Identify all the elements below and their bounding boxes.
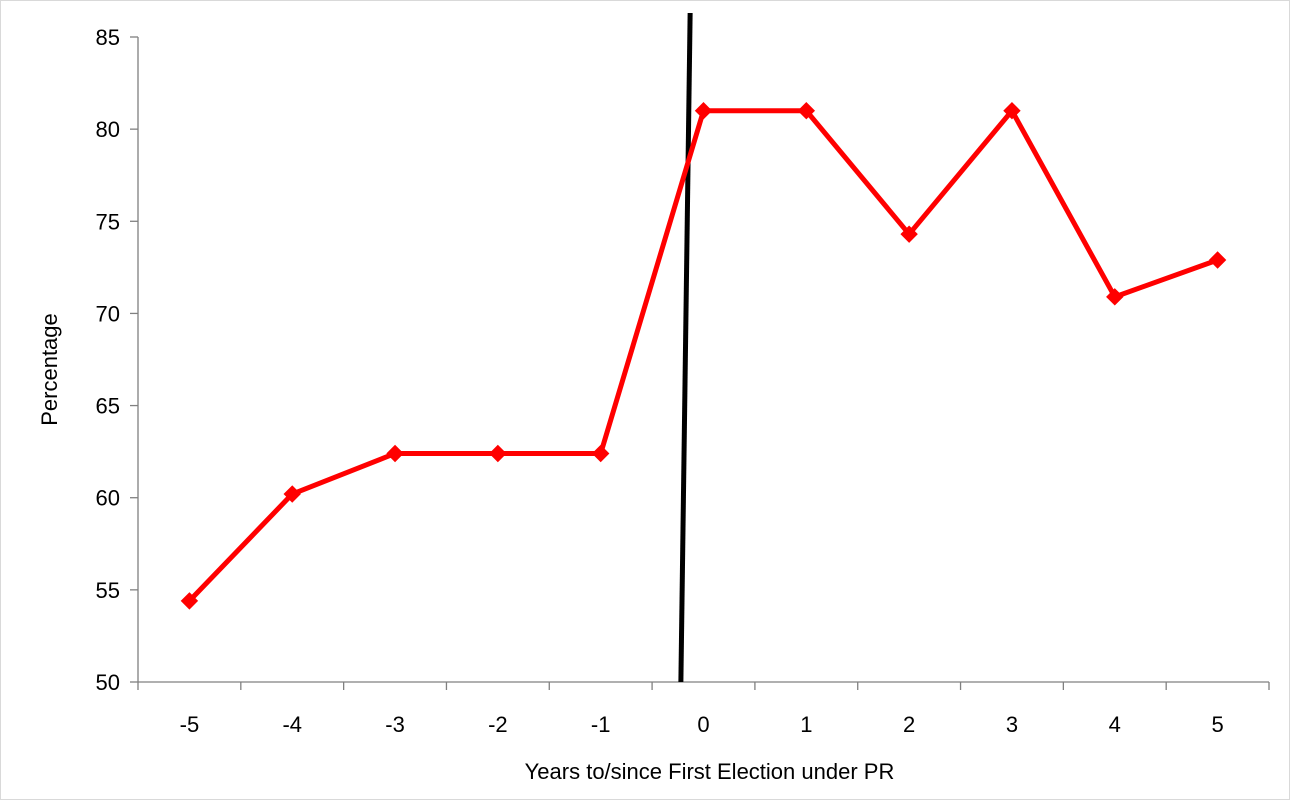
series-layer bbox=[180, 12, 1227, 683]
y-tick-label: 65 bbox=[96, 394, 120, 419]
data-point-marker bbox=[1003, 102, 1021, 120]
data-point-marker bbox=[489, 444, 507, 463]
x-tick-label: 0 bbox=[697, 712, 709, 737]
y-axis-title: Percentage bbox=[37, 313, 62, 426]
x-tick-label: -3 bbox=[385, 712, 405, 737]
data-point-marker bbox=[797, 102, 816, 120]
x-tick-label: 4 bbox=[1109, 712, 1121, 737]
reference-line bbox=[678, 12, 693, 683]
x-tick-label: -4 bbox=[282, 712, 302, 737]
data-point-marker bbox=[1208, 251, 1227, 269]
series-line bbox=[187, 108, 1219, 603]
y-tick-label: 55 bbox=[96, 578, 120, 603]
data-point-marker bbox=[1106, 288, 1124, 306]
axes: 50 55 60 65 70 75 80 85 -5 -4 -3 -2 -1 0 1 2 3 4 5 bbox=[96, 25, 1270, 737]
x-tick-label: -5 bbox=[180, 712, 200, 737]
x-tick-label: 5 bbox=[1211, 712, 1223, 737]
x-tick-label: -1 bbox=[591, 712, 611, 737]
x-tick-label: 1 bbox=[800, 712, 812, 737]
y-tick-label: 85 bbox=[96, 25, 120, 50]
data-point-marker bbox=[283, 485, 301, 503]
x-axis-title: Years to/since First Election under PR bbox=[525, 759, 895, 784]
data-point-marker bbox=[591, 444, 610, 463]
x-tick-label: 3 bbox=[1006, 712, 1018, 737]
data-point-marker bbox=[386, 444, 404, 463]
y-tick-label: 80 bbox=[96, 117, 120, 142]
data-point-marker bbox=[900, 225, 918, 243]
data-point-marker bbox=[180, 592, 199, 610]
y-tick-label: 75 bbox=[96, 209, 120, 234]
x-tick-label: 2 bbox=[903, 712, 915, 737]
y-tick-label: 70 bbox=[96, 301, 120, 326]
y-tick-label: 60 bbox=[96, 486, 120, 511]
data-point-marker bbox=[694, 102, 713, 120]
x-tick-label: -2 bbox=[488, 712, 508, 737]
y-tick-label: 50 bbox=[96, 670, 120, 695]
